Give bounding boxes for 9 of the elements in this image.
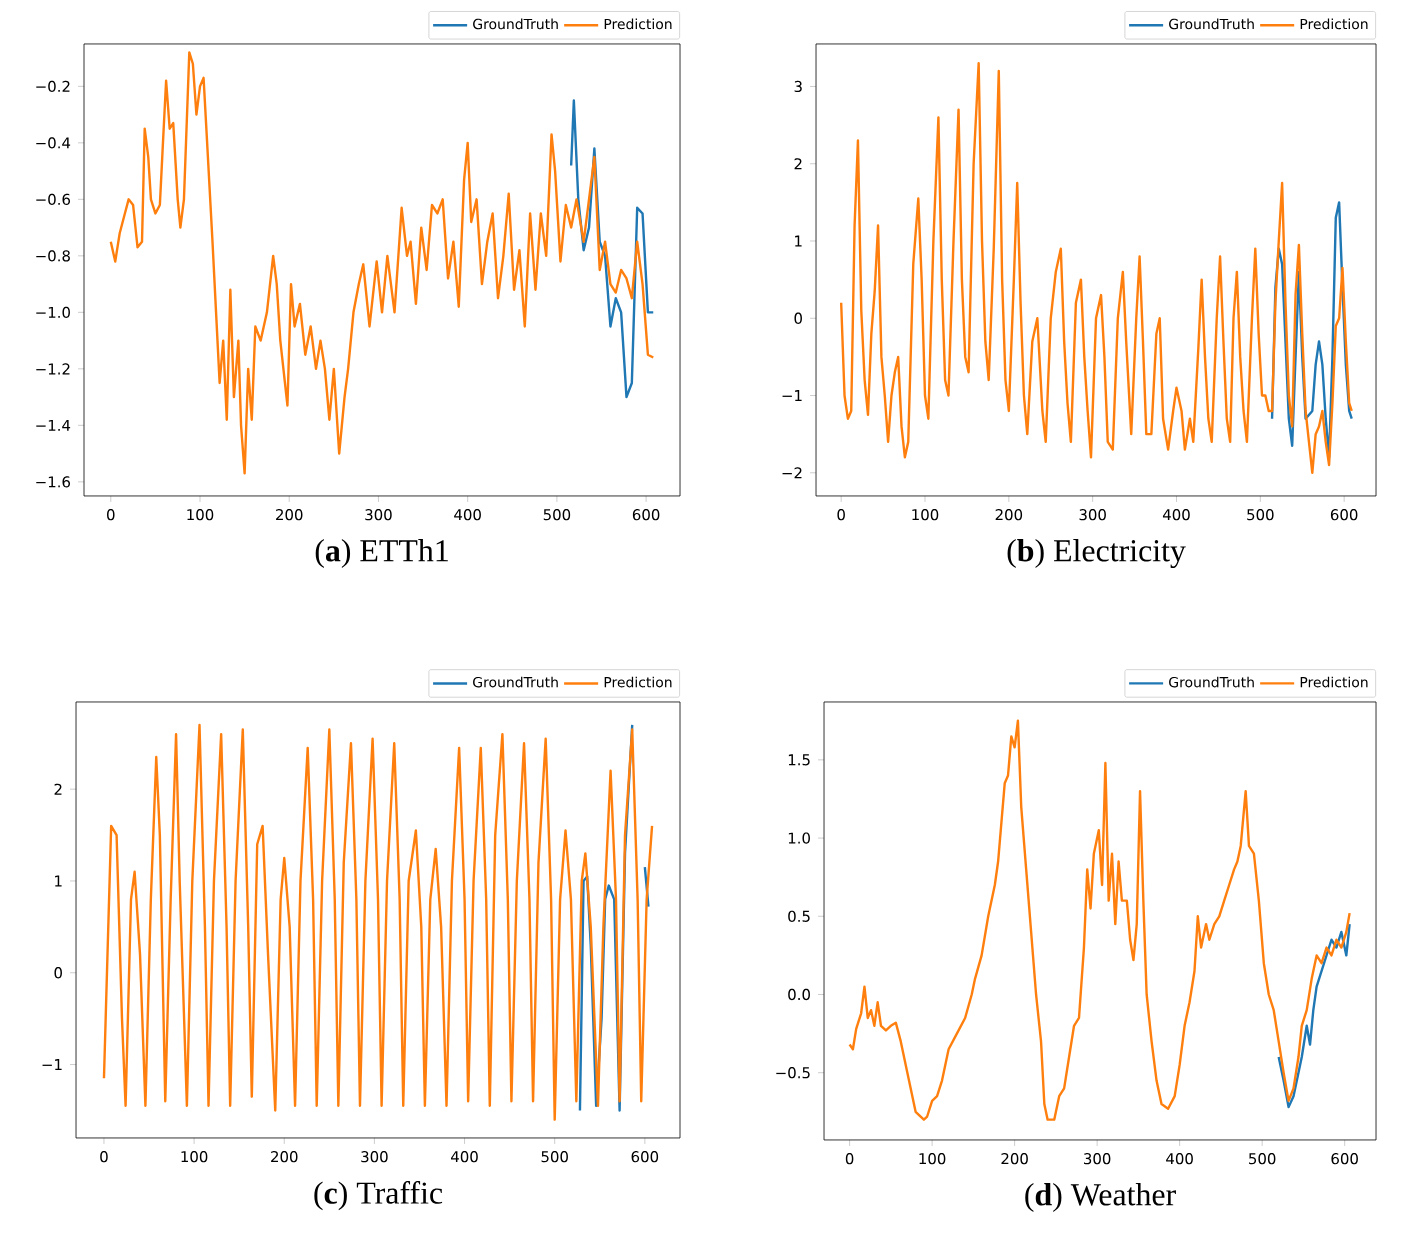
line-series (109, 51, 655, 475)
text: (b) Electricity (1007, 539, 1186, 569)
line-series (1270, 201, 1353, 459)
text: (a) ETTh1 (315, 539, 448, 568)
text: (c) Traffic (314, 1181, 443, 1211)
line-series (569, 99, 655, 399)
line-series (1277, 922, 1351, 1109)
line-series (102, 723, 654, 1121)
text: (d) Weather (1025, 1183, 1176, 1212)
